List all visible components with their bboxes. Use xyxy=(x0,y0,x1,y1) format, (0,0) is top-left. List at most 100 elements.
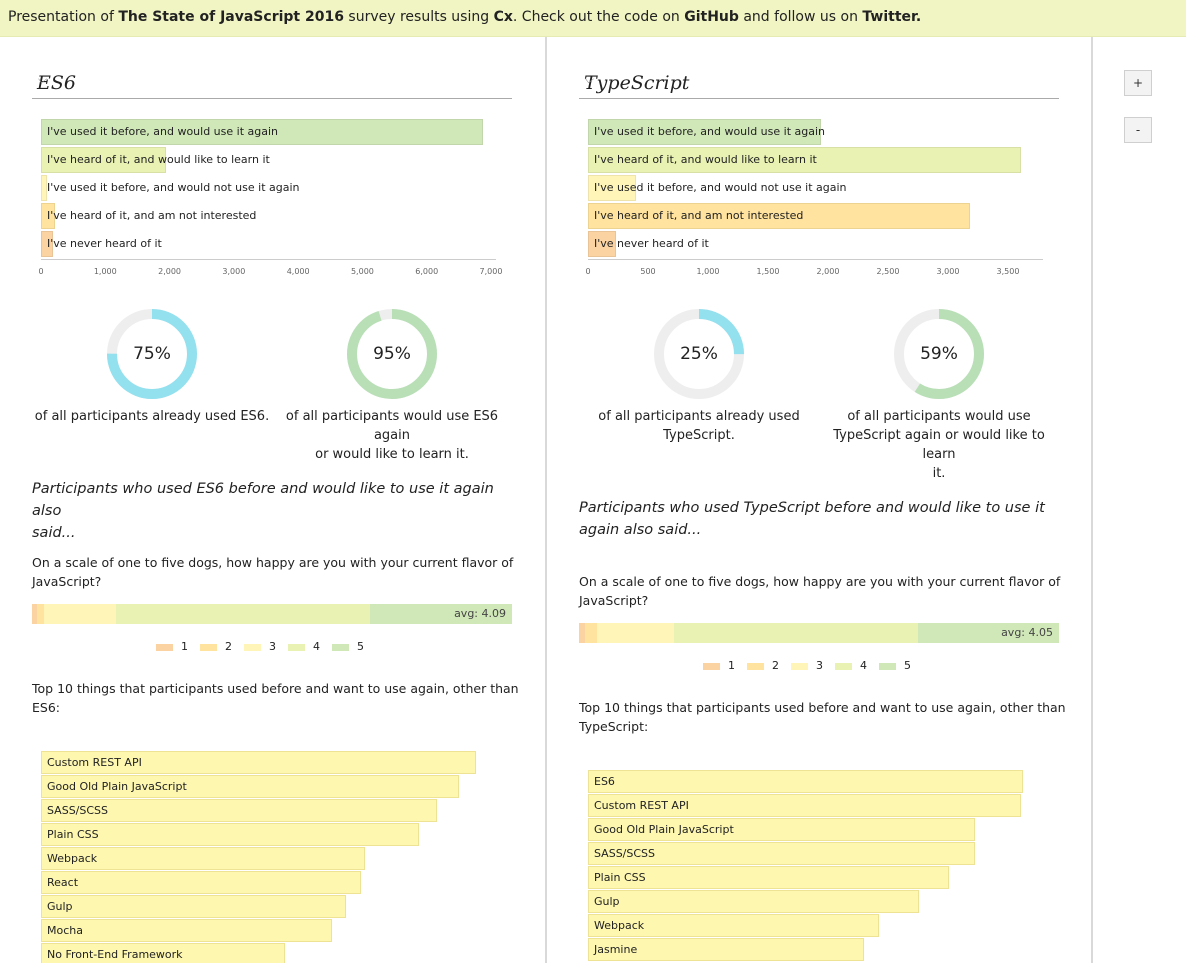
technology-select[interactable]: ES6 ⌵ xyxy=(32,71,512,99)
used-donut-caption: of all participants already used TypeScri… xyxy=(579,407,819,445)
positive-donut-caption: of all participants would use ES6 again o… xyxy=(272,407,512,464)
top10-bar[interactable] xyxy=(41,799,437,822)
answer-bar[interactable] xyxy=(588,119,821,145)
positive-donut-arc xyxy=(347,309,437,399)
twitter-link[interactable]: Twitter. xyxy=(862,9,922,25)
top10-bar[interactable] xyxy=(588,842,976,865)
add-panel-button[interactable]: + xyxy=(1124,70,1152,96)
top10-bar[interactable] xyxy=(588,938,865,961)
top10-title: Top 10 things that participants used bef… xyxy=(32,679,522,717)
answer-bar[interactable] xyxy=(41,147,166,173)
answer-label: I've never heard of it xyxy=(594,237,709,250)
answer-bar[interactable] xyxy=(41,231,53,257)
top10-bar[interactable] xyxy=(41,919,333,942)
answer-bar[interactable] xyxy=(588,231,616,257)
top10-title: Top 10 things that participants used bef… xyxy=(579,698,1069,736)
happiness-segment-5[interactable] xyxy=(370,604,512,624)
answer-bar[interactable] xyxy=(41,119,484,145)
cx-link[interactable]: Cx xyxy=(493,9,513,25)
remove-panel-button[interactable]: - xyxy=(1124,117,1152,143)
legend-label: 1 xyxy=(728,659,735,672)
top10-bar[interactable] xyxy=(41,823,420,846)
happiness-segment-2[interactable] xyxy=(36,604,44,624)
top10-bar[interactable] xyxy=(41,775,459,798)
legend-swatch xyxy=(288,643,305,651)
happiness-segment-2[interactable] xyxy=(584,623,597,643)
top10-bar[interactable] xyxy=(588,890,919,913)
top10-bar[interactable] xyxy=(588,866,950,889)
top10-bar[interactable] xyxy=(588,914,880,937)
happiness-segment-4[interactable] xyxy=(116,604,371,624)
technology-select[interactable]: TypeScript ⌵ xyxy=(579,71,1059,99)
positive-donut: 95% xyxy=(346,308,438,400)
happiness-segment-5[interactable] xyxy=(918,623,1059,643)
top10-label: Custom REST API xyxy=(594,799,689,812)
used-donut-arc xyxy=(654,309,744,399)
answer-bar[interactable] xyxy=(588,147,1022,173)
x-axis xyxy=(41,259,496,260)
happiness-stacked-bar[interactable]: avg: 4.09 xyxy=(32,604,512,624)
caption-line: TypeScript. xyxy=(663,428,735,443)
answer-bar[interactable] xyxy=(41,175,48,201)
header-text-4: and follow us on xyxy=(738,9,863,25)
top10-bar[interactable] xyxy=(588,770,1023,793)
positive-donut: 59% xyxy=(893,308,985,400)
section-heading: Participants who used TypeScript before … xyxy=(579,497,1064,541)
legend-item: 4 xyxy=(288,640,320,653)
legend-item: 3 xyxy=(244,640,276,653)
question-line: JavaScript? xyxy=(579,593,649,608)
header-text-1: Presentation of xyxy=(8,9,119,25)
happiness-segment-1[interactable] xyxy=(579,623,585,643)
question-line: JavaScript? xyxy=(32,574,102,589)
happiness-legend: 1 2 3 4 5 xyxy=(156,640,376,653)
legend-swatch xyxy=(332,643,349,651)
top10-label: No Front-End Framework xyxy=(47,948,183,961)
top10-bar[interactable] xyxy=(41,751,476,774)
top10-bar[interactable] xyxy=(41,847,366,870)
answer-label: I've heard of it, and would like to lear… xyxy=(47,153,270,166)
question-line: On a scale of one to five dogs, how happ… xyxy=(579,574,1061,589)
happiness-segment-1[interactable] xyxy=(32,604,37,624)
top10-label: Gulp xyxy=(47,900,73,913)
top10-bar[interactable] xyxy=(588,794,1022,817)
top10-bar[interactable] xyxy=(41,895,346,918)
answer-bar[interactable] xyxy=(41,203,56,229)
top10-bar[interactable] xyxy=(41,943,285,963)
answer-bar[interactable] xyxy=(588,175,636,201)
top10-label: Good Old Plain JavaScript xyxy=(47,780,187,793)
happiness-question: On a scale of one to five dogs, how happ… xyxy=(32,553,522,591)
top10-bar[interactable] xyxy=(41,871,361,894)
happiness-legend: 1 2 3 4 5 xyxy=(703,659,923,672)
axis-tick-label: 1,000 xyxy=(93,267,117,276)
positive-donut-percent: 95% xyxy=(373,344,411,364)
legend-swatch xyxy=(791,662,808,670)
legend-label: 2 xyxy=(772,659,779,672)
top10-bar[interactable] xyxy=(588,818,976,841)
happiness-stacked-bar[interactable]: avg: 4.05 xyxy=(579,623,1059,643)
x-axis xyxy=(588,259,1043,260)
axis-tick-label: 1,000 xyxy=(696,267,720,276)
github-link[interactable]: GitHub xyxy=(684,9,739,25)
technology-select-value: ES6 xyxy=(37,72,76,94)
answer-bar[interactable] xyxy=(588,203,970,229)
answer-label: I've heard of it, and am not interested xyxy=(47,209,257,222)
legend-item: 5 xyxy=(332,640,364,653)
positive-donut-percent: 59% xyxy=(920,344,958,364)
used-donut: 25% xyxy=(653,308,745,400)
happiness-segment-3[interactable] xyxy=(596,623,674,643)
happiness-segment-4[interactable] xyxy=(673,623,919,643)
legend-swatch xyxy=(244,643,261,651)
legend-label: 1 xyxy=(181,640,188,653)
axis-tick-label: 1,500 xyxy=(756,267,780,276)
happiness-segment-3[interactable] xyxy=(44,604,116,624)
top10-label: Jasmine xyxy=(594,943,638,956)
top10-label: Plain CSS xyxy=(594,871,646,884)
legend-item: 1 xyxy=(703,659,735,672)
answer-label: I've used it before, and would not use i… xyxy=(594,181,847,194)
chevron-down-icon: ⌵ xyxy=(584,72,594,86)
caption-line: of all participants would use xyxy=(847,409,1031,424)
axis-tick-label: 2,000 xyxy=(816,267,840,276)
caption-line: it. xyxy=(932,466,946,481)
positive-donut-arc xyxy=(894,309,984,399)
answer-label: I've used it before, and would not use i… xyxy=(47,181,300,194)
